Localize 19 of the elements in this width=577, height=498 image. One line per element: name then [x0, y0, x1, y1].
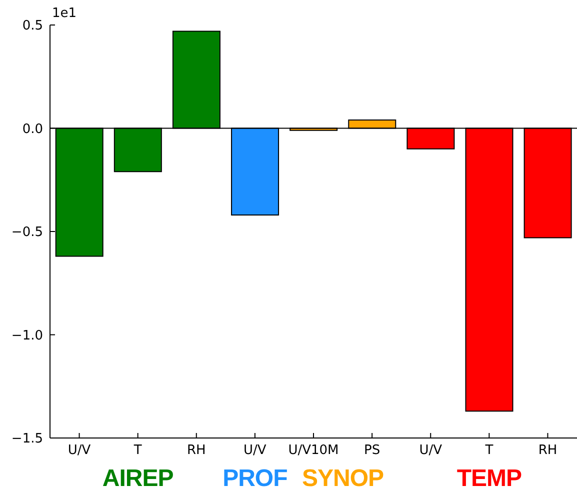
- x-tick-label: U/V10M: [288, 443, 339, 458]
- x-tick-label: U/V: [68, 443, 91, 458]
- x-tick-label: U/V: [419, 443, 442, 458]
- x-tick-label: U/V: [244, 443, 266, 458]
- text: SYNOP: [302, 465, 384, 492]
- text: AIREP: [101, 465, 174, 493]
- x-tick-label: T: [484, 443, 494, 458]
- x-tick-label: RH: [186, 443, 206, 458]
- text: PROF: [222, 465, 288, 492]
- x-tick-label: RH: [538, 443, 558, 458]
- y-tick-label: −1.5: [11, 432, 43, 447]
- y-tick-label: 0.5: [22, 18, 43, 34]
- x-tick-label: PS: [364, 443, 380, 458]
- y-tick-label: −1.0: [11, 328, 43, 344]
- x-tick-label: T: [132, 443, 142, 458]
- y-tick-label: 0.0: [22, 122, 43, 137]
- y-tick-label: −0.5: [11, 225, 43, 240]
- text: TEMP: [456, 465, 522, 493]
- text: 1e1: [52, 6, 77, 21]
